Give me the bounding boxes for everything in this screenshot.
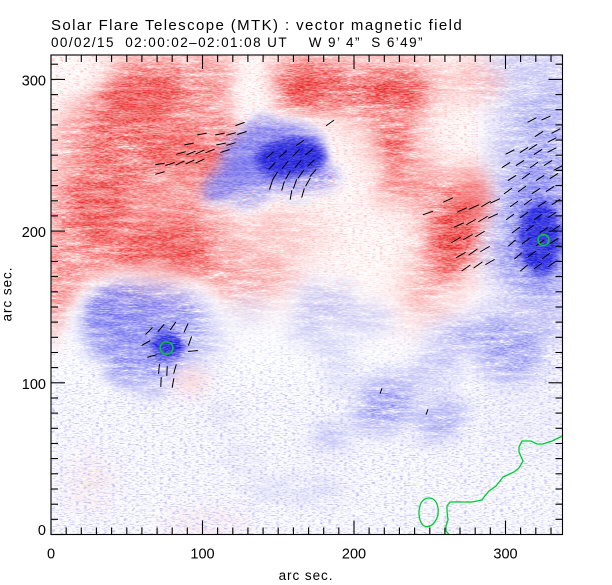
- svg-text:200: 200: [22, 225, 46, 241]
- svg-text:arc sec.: arc sec.: [279, 568, 334, 583]
- svg-text:0: 0: [38, 523, 46, 539]
- svg-text:300: 300: [22, 73, 46, 89]
- svg-text:arc sec.: arc sec.: [0, 267, 15, 322]
- svg-text:100: 100: [22, 377, 46, 393]
- svg-text:00/02/15 02:00:02–02:01:08 UT: 00/02/15 02:00:02–02:01:08 UT W 9’ 4” S …: [51, 35, 424, 50]
- svg-text:0: 0: [47, 547, 55, 563]
- svg-text:Solar Flare Telescope (MTK) :: Solar Flare Telescope (MTK) : vector mag…: [51, 17, 463, 34]
- svg-text:200: 200: [342, 547, 366, 563]
- svg-text:300: 300: [493, 547, 517, 563]
- svg-text:100: 100: [190, 547, 214, 563]
